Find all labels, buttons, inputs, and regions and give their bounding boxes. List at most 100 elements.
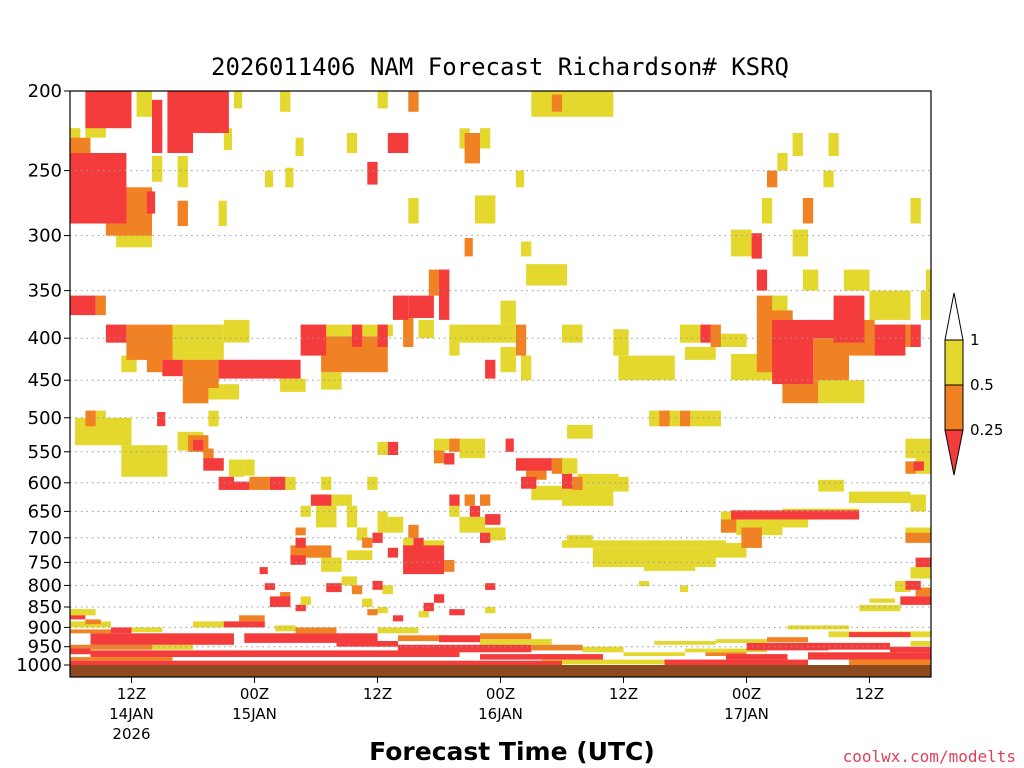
legend-swatch-0.25-0.5 <box>944 384 964 431</box>
ri-cell-yellow <box>377 511 388 533</box>
ri-cell-yellow <box>403 537 414 548</box>
ri-cell-yellow <box>377 627 419 634</box>
ri-cell-red <box>469 505 481 517</box>
y-tick-label-600: 600 <box>28 473 62 494</box>
ri-cell-yellow <box>792 133 803 156</box>
legend-swatch-above-1 <box>944 292 964 341</box>
time-axis: 12Z 14JAN 2026 00Z 15JAN 12Z 00Z 16JAN 12Z 00Z 17J… <box>109 677 884 743</box>
ri-cell-yellow <box>362 598 373 607</box>
ri-cell-yellow <box>849 491 911 503</box>
y-tick-label-950: 950 <box>28 637 62 658</box>
ri-cell-red <box>449 494 460 506</box>
ri-cell-orange <box>480 494 491 506</box>
colorbar-legend: 1 0.5 0.25 <box>944 292 1003 476</box>
ri-cell-yellow <box>387 516 404 533</box>
x-tick-date-5: 17JAN <box>724 705 769 723</box>
ri-cell-yellow <box>777 153 788 171</box>
ri-cell-yellow <box>920 290 932 320</box>
ri-cell-yellow <box>577 473 619 486</box>
ri-cell-red <box>387 441 399 455</box>
ri-cell-red <box>372 580 383 590</box>
legend-label-1: 0.5 <box>970 376 994 394</box>
ri-cell-orange <box>679 410 691 427</box>
ri-cell-yellow <box>638 580 650 587</box>
ri-cell-orange <box>767 637 808 643</box>
x-tick-date-3: 16JAN <box>478 705 523 723</box>
ri-cell-red <box>351 324 363 347</box>
ri-cell-yellow <box>367 476 378 490</box>
ri-cell-yellow <box>121 445 168 477</box>
ri-cell-yellow <box>679 585 689 592</box>
ri-cell-orange <box>367 609 378 616</box>
ri-cell-orange <box>398 635 450 642</box>
ri-cell-yellow <box>623 652 685 656</box>
ri-cell-orange <box>572 476 583 490</box>
ri-cell-orange <box>280 592 291 601</box>
ri-cell-red <box>157 412 166 427</box>
ri-cell-yellow <box>761 198 773 224</box>
ri-cell-yellow <box>70 609 96 616</box>
ri-cell-yellow <box>223 319 250 343</box>
ri-cell-orange <box>70 629 111 634</box>
richardson-cells <box>70 91 932 666</box>
ri-cell-yellow <box>418 611 429 618</box>
ri-cell-yellow <box>869 290 911 320</box>
ri-cell-red <box>70 295 96 316</box>
ri-cell-orange <box>551 458 563 474</box>
ri-cell-orange <box>802 198 814 224</box>
ri-cell-yellow <box>244 459 255 476</box>
ri-cell-yellow <box>377 441 388 455</box>
chart-title: 2026011406 NAM Forecast Richardson# KSRQ <box>211 53 789 81</box>
ri-cell-orange <box>362 537 373 548</box>
x-tick-label-5: 00Z <box>732 685 761 703</box>
ri-cell-orange <box>464 238 473 257</box>
source-credit: coolwx.com/modelts <box>843 747 1016 766</box>
x-tick-label-3: 00Z <box>486 685 515 703</box>
ri-cell-yellow <box>562 540 726 548</box>
ri-cell-red <box>439 269 450 320</box>
ri-cell-orange <box>433 450 445 464</box>
ri-cell-orange <box>720 519 737 533</box>
ri-cell-yellow <box>690 410 721 427</box>
ri-cell-yellow <box>285 167 294 188</box>
ri-cell-orange <box>782 380 819 404</box>
ri-cell-yellow <box>500 347 516 373</box>
ri-cell-red <box>259 567 268 575</box>
ri-cell-yellow <box>823 170 834 188</box>
x-tick-label-1: 00Z <box>240 685 269 703</box>
ri-cell-orange <box>85 410 96 427</box>
ri-cell-orange <box>203 448 214 460</box>
ri-cell-orange <box>403 318 414 347</box>
ri-cell-orange <box>321 336 378 373</box>
ri-cell-yellow <box>910 494 926 512</box>
ri-cell-orange <box>659 410 670 427</box>
ri-cell-orange <box>182 359 219 388</box>
ri-cell-red <box>408 295 434 318</box>
ri-cell-yellow <box>644 566 696 571</box>
pressure-gridlines <box>70 170 931 648</box>
ri-cell-yellow <box>223 128 232 150</box>
ri-cell-yellow <box>859 604 901 612</box>
ri-cell-red <box>485 514 501 525</box>
y-tick-label-750: 750 <box>28 552 62 573</box>
ri-cell-yellow <box>541 659 665 665</box>
x-tick-label-4: 12Z <box>609 685 638 703</box>
ri-cell-red <box>808 642 890 650</box>
ri-cell-orange <box>905 461 916 474</box>
x-tick-date-1: 15JAN <box>232 705 277 723</box>
ri-cell-yellow <box>449 324 460 356</box>
ri-cell-yellow <box>264 170 273 188</box>
ri-cell-yellow <box>531 91 614 117</box>
ri-cell-yellow <box>654 641 716 645</box>
ri-cell-yellow <box>567 424 593 439</box>
ri-cell-yellow <box>346 550 373 560</box>
y-tick-label-300: 300 <box>28 226 62 247</box>
ri-cell-yellow <box>321 557 342 572</box>
y-tick-label-500: 500 <box>28 408 62 429</box>
ri-cell-red <box>849 632 911 638</box>
ri-cell-orange <box>95 295 106 316</box>
ri-cell-red <box>70 660 562 666</box>
legend-swatch-below-0.25 <box>944 429 964 476</box>
ri-cell-red <box>244 633 378 643</box>
ri-cell-orange <box>146 355 163 373</box>
